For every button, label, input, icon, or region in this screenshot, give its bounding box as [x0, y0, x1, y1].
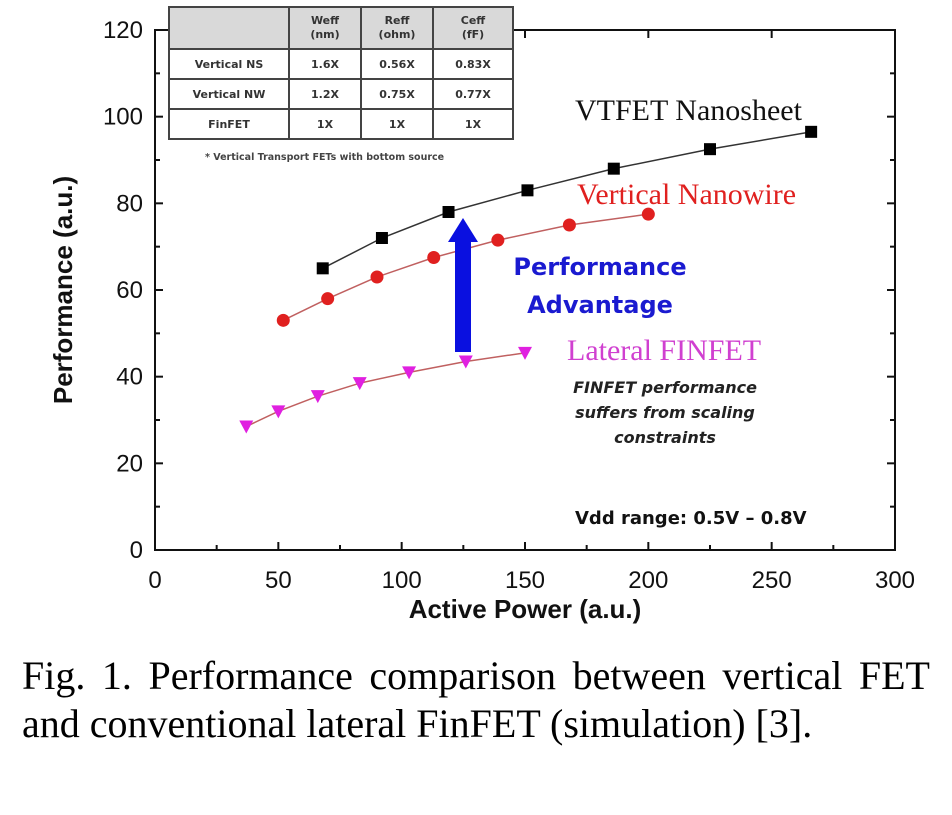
- data-point-triangle: [239, 420, 254, 434]
- series-label-finfet: Lateral FINFET: [567, 334, 761, 367]
- cell: 0.75X: [360, 78, 434, 110]
- x-tick-label: 50: [265, 567, 292, 594]
- table-row: Vertical NS 1.6X 0.56X 0.83X: [168, 48, 514, 80]
- y-tick-label: 100: [103, 104, 143, 131]
- data-point-circle: [370, 270, 384, 284]
- x-tick-label: 150: [505, 567, 545, 594]
- data-point-triangle: [458, 355, 473, 369]
- finfet-note-3: constraints: [614, 428, 716, 447]
- chart: 0 50 100 150 200 250 300 0 20 40 60 80 100 120 VTFET …: [48, 17, 915, 624]
- advantage-line-1: Performance: [513, 253, 686, 281]
- data-point-square: [442, 206, 455, 218]
- cell: 0.77X: [432, 78, 514, 110]
- data-point-circle: [321, 292, 335, 306]
- data-point-circle: [276, 313, 290, 327]
- table-row: FinFET 1X 1X 1X: [168, 108, 514, 140]
- data-point-square: [521, 184, 534, 197]
- figure-caption: Fig. 1. Performance comparison between v…: [22, 653, 930, 746]
- performance-arrow: [448, 218, 478, 352]
- header-unit: (ohm): [378, 28, 416, 41]
- data-point-triangle: [310, 390, 325, 404]
- series-label-vtfet: VTFET Nanosheet: [575, 94, 803, 127]
- table-corner: [168, 6, 290, 50]
- header-text: Weff: [310, 14, 340, 27]
- data-point-triangle: [402, 366, 417, 380]
- vdd-range: Vdd range: 0.5V – 0.8V: [575, 508, 807, 529]
- table-footnote: * Vertical Transport FETs with bottom so…: [205, 152, 445, 163]
- data-point-triangle: [271, 405, 286, 419]
- table-header-ceff: Ceff (fF): [432, 6, 514, 50]
- device-parameter-table: Weff (nm) Reff (ohm) Ceff (fF) Vertical NS 1…: [168, 6, 514, 140]
- y-tick-label: 0: [130, 537, 143, 564]
- data-point-square: [607, 162, 620, 175]
- cell: 1X: [360, 108, 434, 140]
- data-point-square: [316, 262, 329, 275]
- header-text: Reff: [384, 14, 410, 27]
- row-label: Vertical NS: [168, 48, 290, 80]
- data-point-circle: [427, 251, 441, 264]
- series-label-nanowire: Vertical Nanowire: [577, 178, 796, 211]
- cell: 1.6X: [288, 48, 362, 80]
- y-axis-label: Performance (a.u.): [48, 176, 78, 404]
- x-tick-label: 250: [752, 567, 792, 594]
- cell: 0.56X: [360, 48, 434, 80]
- x-tick-label: 200: [628, 567, 668, 594]
- header-unit: (fF): [461, 28, 485, 41]
- header-unit: (nm): [310, 28, 340, 41]
- x-axis-label: Active Power (a.u.): [409, 594, 642, 624]
- cell: 1X: [288, 108, 362, 140]
- x-tick-label: 300: [875, 567, 915, 594]
- y-tick-label: 120: [103, 17, 143, 44]
- data-point-triangle: [518, 346, 532, 360]
- data-point-square: [805, 125, 818, 138]
- cell: 0.83X: [432, 48, 514, 80]
- y-tick-label: 40: [116, 364, 143, 391]
- data-point-square: [375, 232, 388, 244]
- data-point-circle: [562, 218, 576, 232]
- data-point-square: [704, 143, 716, 156]
- data-point-triangle: [352, 377, 367, 391]
- x-tick-label: 100: [382, 567, 422, 594]
- cell: 1X: [432, 108, 514, 140]
- cell: 1.2X: [288, 78, 362, 110]
- table-row: Vertical NW 1.2X 0.75X 0.77X: [168, 78, 514, 110]
- y-tick-label: 20: [116, 450, 143, 477]
- data-point-circle: [491, 233, 505, 247]
- row-label: Vertical NW: [168, 78, 290, 110]
- series-line-3: [245, 352, 526, 428]
- finfet-note-1: FINFET performance: [573, 378, 757, 397]
- row-label: FinFET: [168, 108, 290, 140]
- x-tick-label: 0: [148, 567, 161, 594]
- y-tick-label: 60: [116, 277, 143, 304]
- data-point-circle: [641, 207, 655, 221]
- header-text: Ceff: [460, 14, 486, 27]
- y-tick-label: 80: [116, 190, 143, 217]
- table-header-reff: Reff (ohm): [360, 6, 434, 50]
- table-header-weff: Weff (nm): [288, 6, 362, 50]
- advantage-line-2: Advantage: [527, 291, 673, 319]
- finfet-note-2: suffers from scaling: [575, 403, 755, 422]
